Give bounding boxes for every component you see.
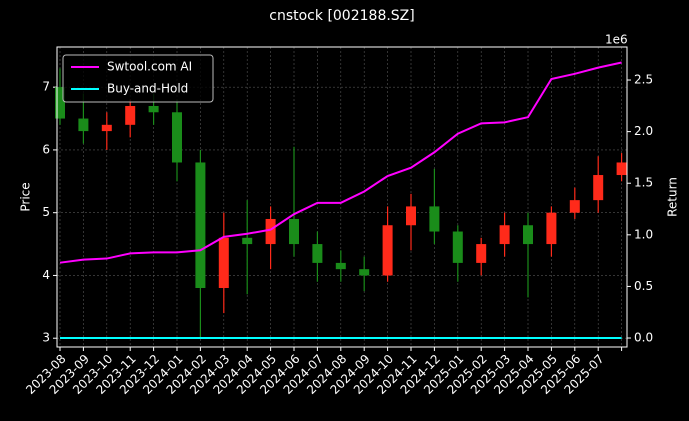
legend-label: Swtool.com AI	[107, 60, 192, 74]
y2-axis-label: Return	[666, 177, 680, 217]
legend-label: Buy-and-Hold	[107, 82, 188, 96]
y2-tick-label: 2.0	[634, 124, 653, 138]
candle-body	[406, 206, 416, 226]
legend-box	[62, 54, 214, 103]
y2-offset-label: 1e6	[605, 33, 628, 47]
candle-body	[101, 124, 112, 132]
candle-body	[569, 200, 580, 213]
y-tick-label: 5	[42, 205, 50, 219]
candle-body	[55, 87, 65, 119]
candle-body	[172, 112, 182, 163]
y-tick-label: 7	[42, 80, 50, 94]
y-tick-label: 6	[42, 142, 50, 156]
candle-body	[593, 175, 604, 201]
candle-body	[616, 162, 627, 176]
candle-body	[523, 225, 533, 245]
candle-body	[265, 218, 276, 245]
candle-body	[476, 244, 487, 263]
candle-body	[312, 244, 323, 263]
candle-body	[195, 162, 206, 289]
candle-body	[242, 237, 253, 245]
candle-body	[382, 225, 393, 276]
chart-title: cnstock [002188.SZ]	[269, 8, 414, 24]
candle-body	[499, 225, 510, 245]
candle-body	[335, 262, 346, 270]
candle-body	[429, 206, 440, 232]
plot-frame	[56, 46, 628, 348]
y-tick-label: 4	[42, 268, 50, 282]
candle-body	[546, 212, 557, 245]
candle-body	[78, 118, 89, 132]
candle-body	[452, 231, 463, 263]
y2-tick-label: 0.0	[634, 331, 653, 345]
y2-tick-label: 2.5	[634, 73, 653, 87]
y-axis-label: Price	[19, 182, 33, 211]
candle-body	[148, 105, 159, 113]
candle-body	[289, 218, 299, 245]
y2-tick-label: 1.0	[634, 227, 653, 241]
line-series	[59, 61, 622, 264]
y2-tick-label: 0.5	[634, 279, 653, 293]
candle-body	[125, 105, 136, 125]
y2-tick-label: 1.5	[634, 176, 653, 190]
candle-body	[359, 269, 370, 276]
y-tick-label: 3	[42, 331, 50, 345]
candle-body	[218, 237, 229, 289]
